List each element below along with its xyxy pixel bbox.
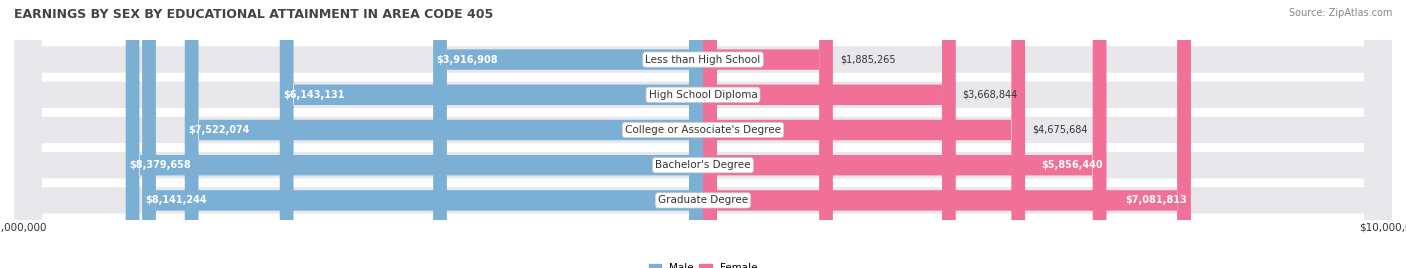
Text: Less than High School: Less than High School (645, 55, 761, 65)
Text: $8,379,658: $8,379,658 (129, 160, 191, 170)
Text: Bachelor's Degree: Bachelor's Degree (655, 160, 751, 170)
FancyBboxPatch shape (433, 0, 703, 268)
FancyBboxPatch shape (14, 0, 1392, 268)
Text: $7,522,074: $7,522,074 (188, 125, 250, 135)
Text: $1,885,265: $1,885,265 (839, 55, 896, 65)
Text: $6,143,131: $6,143,131 (283, 90, 344, 100)
Text: $8,141,244: $8,141,244 (146, 195, 207, 205)
FancyBboxPatch shape (184, 0, 703, 268)
Text: College or Associate's Degree: College or Associate's Degree (626, 125, 780, 135)
FancyBboxPatch shape (14, 0, 1392, 268)
Text: High School Diploma: High School Diploma (648, 90, 758, 100)
FancyBboxPatch shape (703, 0, 1107, 268)
FancyBboxPatch shape (142, 0, 703, 268)
FancyBboxPatch shape (280, 0, 703, 268)
Legend: Male, Female: Male, Female (644, 259, 762, 268)
Text: $7,081,813: $7,081,813 (1126, 195, 1188, 205)
Text: $5,856,440: $5,856,440 (1042, 160, 1104, 170)
FancyBboxPatch shape (14, 0, 1392, 268)
Text: Graduate Degree: Graduate Degree (658, 195, 748, 205)
FancyBboxPatch shape (703, 0, 832, 268)
Text: Source: ZipAtlas.com: Source: ZipAtlas.com (1288, 8, 1392, 18)
Text: $3,916,908: $3,916,908 (437, 55, 498, 65)
Text: EARNINGS BY SEX BY EDUCATIONAL ATTAINMENT IN AREA CODE 405: EARNINGS BY SEX BY EDUCATIONAL ATTAINMEN… (14, 8, 494, 21)
Text: $3,668,844: $3,668,844 (963, 90, 1018, 100)
FancyBboxPatch shape (14, 0, 1392, 268)
Text: $4,675,684: $4,675,684 (1032, 125, 1087, 135)
FancyBboxPatch shape (703, 0, 1025, 268)
FancyBboxPatch shape (14, 0, 1392, 268)
FancyBboxPatch shape (703, 0, 1191, 268)
FancyBboxPatch shape (125, 0, 703, 268)
FancyBboxPatch shape (703, 0, 956, 268)
